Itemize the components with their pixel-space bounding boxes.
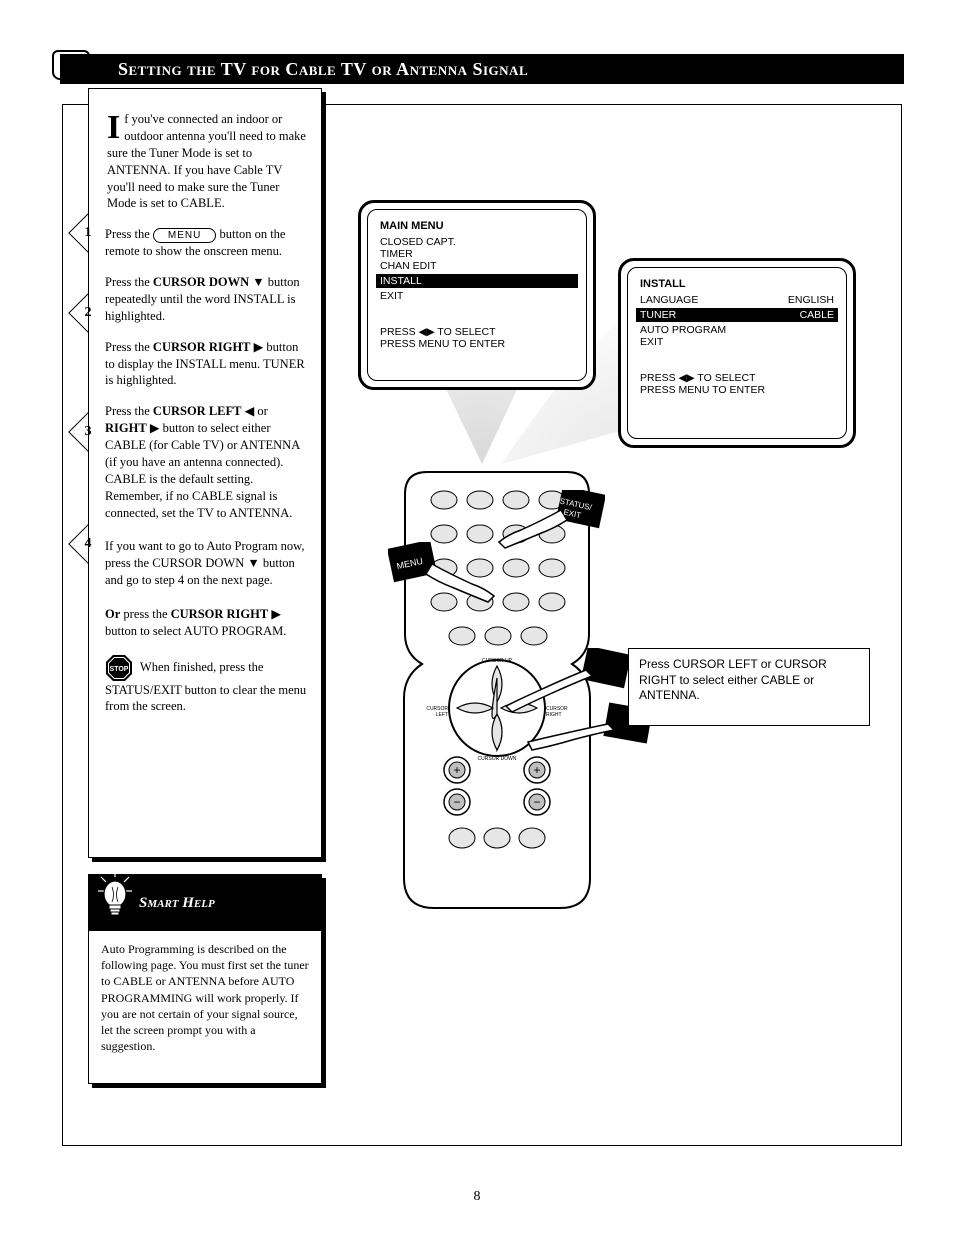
tv-screen-install: INSTALL LANGUAGE ENGLISH TUNER CABLE AUT… — [618, 258, 856, 448]
page-number: 8 — [474, 1189, 481, 1205]
tv1-title: MAIN MENU — [380, 220, 574, 233]
svg-text:+: + — [453, 763, 460, 777]
tv1-highlight: INSTALL — [376, 274, 578, 288]
page-title: Setting the TV for Cable TV or Antenna S… — [118, 59, 528, 80]
svg-text:LEFT: LEFT — [436, 712, 448, 718]
callout-box: Press CURSOR LEFT or CURSOR RIGHT to sel… — [628, 648, 870, 726]
title-bar: Setting the TV for Cable TV or Antenna S… — [60, 54, 904, 84]
svg-text:STOP: STOP — [110, 666, 129, 673]
step-3: Press the CURSOR RIGHT ▶ button to displ… — [105, 339, 309, 390]
stop-icon: STOP — [105, 654, 133, 682]
menu-button-label: MENU — [153, 228, 216, 244]
step-4: Press the CURSOR LEFT ◀ or RIGHT ▶ butto… — [105, 403, 309, 639]
help-panel: Smart Help Auto Programming is described… — [88, 874, 322, 1084]
help-title: Smart Help — [139, 895, 215, 912]
steps-panel: I f you've connected an indoor or outdoo… — [88, 88, 322, 858]
stop-note: STOP When finished, press the STATUS/EXI… — [105, 654, 309, 716]
intro-text: I f you've connected an indoor or outdoo… — [107, 111, 307, 212]
tv2-highlight: TUNER CABLE — [636, 308, 838, 322]
help-header: Smart Help — [89, 875, 321, 931]
step-marker-1: 1 — [85, 225, 92, 241]
hand-menu: MENU — [388, 542, 498, 612]
page: Setting the TV for Cable TV or Antenna S… — [0, 0, 954, 1235]
step-marker-4: 4 — [85, 536, 92, 552]
step-marker-3: 3 — [85, 424, 92, 440]
svg-text:CURSOR DOWN: CURSOR DOWN — [478, 756, 517, 762]
step-2: Press the CURSOR DOWN ▼ button repeatedl… — [105, 274, 309, 325]
lightbulb-icon — [95, 869, 135, 927]
step-1: Press the MENU button on the remote to s… — [105, 226, 309, 260]
tv2-title: INSTALL — [640, 278, 834, 291]
step-marker-2: 2 — [85, 305, 92, 321]
svg-text:−: − — [453, 795, 460, 809]
svg-text:−: − — [533, 795, 540, 809]
help-body: Auto Programming is described on the fol… — [89, 931, 321, 1064]
svg-text:+: + — [533, 763, 540, 777]
tv-screen-main-menu: MAIN MENU CLOSED CAPT. TIMER CHAN EDIT I… — [358, 200, 596, 390]
hand-status-exit: STATUS/ EXIT — [495, 490, 605, 560]
